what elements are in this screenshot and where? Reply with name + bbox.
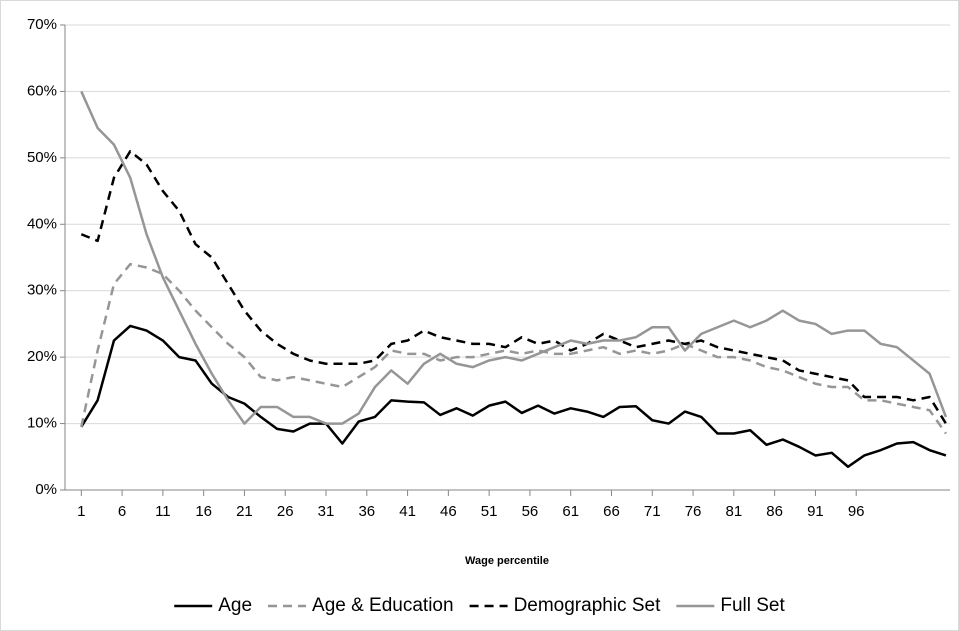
series-line	[80, 262, 947, 435]
legend-label: Demographic Set	[514, 595, 662, 616]
x-tick-label: 71	[644, 503, 661, 520]
x-tick-label: 36	[358, 503, 375, 520]
y-tick-label: 50%	[27, 149, 57, 166]
legend-label: Full Set	[720, 595, 785, 616]
series-line	[80, 90, 948, 425]
x-tick-label: 81	[726, 503, 743, 520]
x-tick-label: 46	[440, 503, 457, 520]
x-tick-label: 51	[481, 503, 498, 520]
legend-label: Age	[218, 595, 252, 616]
x-tick-label: 66	[603, 503, 620, 520]
y-tick-label: 0%	[35, 481, 57, 498]
x-tick-label: 21	[236, 503, 253, 520]
y-tick-label: 40%	[27, 215, 57, 232]
y-tick-label: 70%	[27, 16, 57, 33]
y-tick-label: 30%	[27, 282, 57, 299]
y-tick-label: 60%	[27, 82, 57, 99]
x-tick-label: 16	[195, 503, 212, 520]
x-tick-label: 41	[399, 503, 416, 520]
x-tick-label: 1	[77, 503, 85, 520]
x-axis-title: Wage percentile	[465, 555, 549, 567]
x-tick-label: 76	[685, 503, 702, 520]
x-tick-label: 96	[848, 503, 865, 520]
series-line	[80, 149, 947, 425]
y-tick-label: 20%	[27, 348, 57, 365]
x-tick-label: 31	[318, 503, 335, 520]
x-tick-label: 6	[118, 503, 126, 520]
y-tick-label: 10%	[27, 415, 57, 432]
x-tick-label: 11	[155, 503, 171, 520]
x-tick-label: 61	[562, 503, 579, 520]
legend-label: Age & Education	[312, 595, 454, 616]
x-tick-label: 56	[522, 503, 539, 520]
x-tick-label: 91	[807, 503, 824, 520]
x-tick-label: 86	[766, 503, 783, 520]
x-tick-label: 26	[277, 503, 294, 520]
